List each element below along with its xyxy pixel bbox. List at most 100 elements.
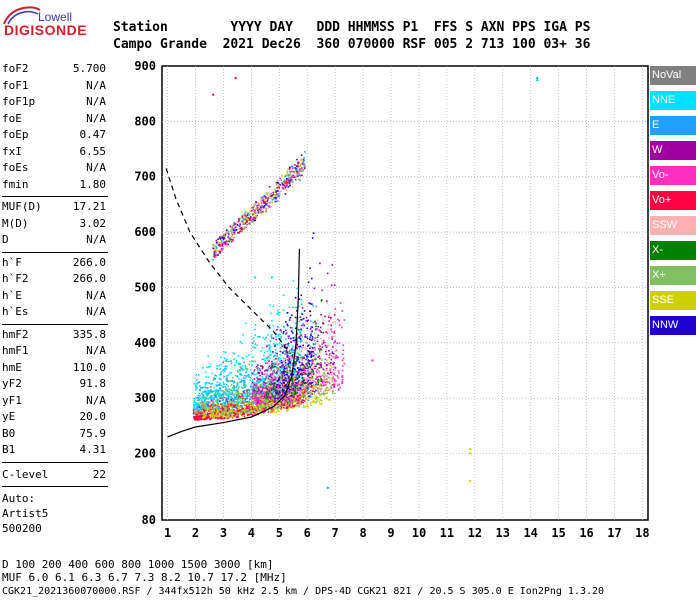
echo-point	[296, 397, 298, 400]
x-tick-label: 11	[440, 526, 454, 540]
echo-point	[310, 373, 312, 376]
echo-point	[225, 360, 228, 363]
echo-point	[272, 391, 275, 393]
echo-point	[229, 238, 232, 241]
echo-point	[281, 373, 283, 376]
echo-point	[277, 388, 280, 391]
echo-point	[302, 366, 305, 369]
echo-point	[261, 406, 264, 408]
echo-point	[279, 404, 281, 407]
echo-point	[214, 396, 216, 398]
echo-point	[276, 361, 278, 363]
echo-point	[246, 411, 249, 414]
echo-point	[276, 309, 279, 312]
echo-point	[301, 363, 304, 366]
echo-point	[274, 197, 276, 199]
echo-point	[275, 336, 277, 338]
echo-point	[300, 298, 303, 301]
echo-point	[305, 373, 307, 375]
echo-point	[259, 398, 261, 400]
echo-point	[266, 392, 269, 394]
echo-point	[297, 161, 300, 164]
echo-point	[232, 352, 235, 354]
echo-point	[287, 374, 290, 377]
echo-point	[255, 409, 257, 411]
echo-point	[304, 395, 307, 397]
echo-point	[303, 393, 305, 395]
echo-point	[231, 410, 234, 413]
echo-point	[239, 381, 241, 383]
echo-point	[299, 169, 301, 172]
echo-point	[224, 401, 226, 404]
echo-point	[302, 386, 304, 388]
echo-point	[259, 408, 261, 410]
echo-point	[207, 403, 209, 406]
echo-point	[275, 181, 278, 184]
echo-point	[276, 378, 278, 381]
echo-point	[230, 240, 233, 243]
echo-point	[291, 354, 294, 357]
echo-point	[216, 415, 219, 418]
echo-point	[234, 389, 236, 392]
echo-point	[269, 394, 272, 396]
echo-point	[268, 364, 271, 367]
echo-point	[206, 402, 209, 404]
echo-point	[222, 413, 224, 415]
echo-point	[341, 382, 343, 384]
param-name: yE	[2, 410, 16, 423]
echo-point	[221, 407, 223, 410]
echo-point	[271, 393, 273, 395]
echo-point	[233, 381, 235, 383]
echo-point	[214, 250, 216, 253]
echo-point	[266, 393, 269, 396]
echo-point	[282, 332, 284, 335]
echo-point	[301, 395, 303, 398]
echo-point	[285, 329, 287, 332]
autoscale-info-line: 500200	[2, 521, 42, 535]
echo-point	[298, 336, 301, 338]
echo-point	[251, 214, 254, 217]
echo-point	[287, 168, 289, 171]
echo-point	[235, 408, 238, 410]
echo-point	[203, 411, 206, 414]
echo-point	[302, 344, 304, 347]
echo-point	[271, 360, 273, 363]
echo-point	[270, 410, 272, 413]
echo-point	[298, 375, 300, 377]
y-tick-label: 300	[134, 391, 156, 405]
echo-point	[273, 383, 276, 385]
echo-point	[280, 359, 283, 362]
echo-point	[301, 389, 304, 391]
echo-point	[232, 382, 235, 384]
echo-point	[328, 399, 331, 401]
echo-point	[240, 227, 242, 230]
echo-point	[234, 410, 237, 413]
echo-point	[233, 222, 235, 224]
echo-point	[218, 250, 221, 253]
echo-point	[276, 394, 279, 396]
echo-point	[296, 343, 299, 346]
echo-point	[333, 335, 335, 338]
echo-point	[298, 385, 301, 388]
echo-point	[277, 403, 279, 406]
echo-point	[306, 336, 308, 339]
echo-point	[296, 398, 299, 401]
echo-point	[280, 379, 282, 382]
echo-point	[224, 351, 227, 354]
echo-point	[270, 205, 272, 208]
echo-point	[239, 367, 242, 369]
echo-point	[283, 188, 286, 191]
echo-point	[208, 391, 211, 394]
echo-point	[315, 375, 318, 377]
echo-point	[233, 394, 236, 396]
echo-point	[201, 404, 204, 407]
echo-point	[253, 378, 256, 380]
echo-point	[293, 385, 296, 387]
echo-point	[307, 360, 310, 362]
echo-point	[241, 393, 243, 396]
param-name: h`Es	[2, 305, 29, 318]
echo-point	[288, 405, 291, 408]
echo-point	[333, 330, 336, 333]
echo-point	[294, 393, 297, 396]
echo-point	[264, 403, 267, 405]
